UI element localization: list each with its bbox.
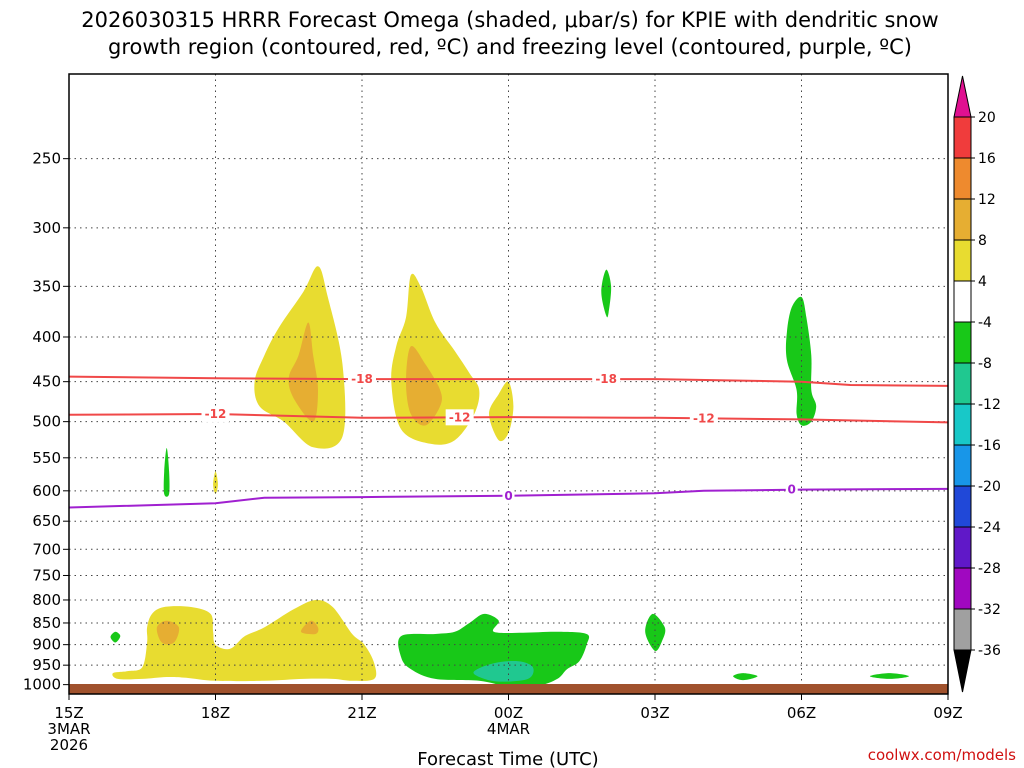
colorbar-label-12: -32 xyxy=(978,602,1001,618)
colorbar-label-13: -36 xyxy=(978,643,1001,659)
colorbar-bin-9 xyxy=(953,444,972,487)
contour-label-bg--18 xyxy=(592,371,621,388)
ytick-label-250: 250 xyxy=(32,150,61,168)
contour-label-0: 0 xyxy=(788,483,796,497)
xtick-label-9-0: 00Z xyxy=(494,704,523,722)
colorbar-bin-3 xyxy=(953,198,972,241)
x-axis-label: Forecast Time (UTC) xyxy=(417,749,598,768)
colorbar-label-10: -24 xyxy=(978,520,1001,536)
contour-label-bg-0 xyxy=(785,481,798,498)
ytick-label-600: 600 xyxy=(32,482,61,500)
contour-label--12: -12 xyxy=(449,410,471,424)
colorbar-label-11: -28 xyxy=(978,561,1001,577)
colorbar-bin-11 xyxy=(953,526,972,569)
omega-region-descent-1530Z-tiny xyxy=(110,631,121,643)
ytick-label-550: 550 xyxy=(32,449,61,467)
xtick-label-6-0: 21Z xyxy=(347,704,376,722)
pressure-axis: 250 300 350 400 450 500 550 600 650 700 750 800 850 9… xyxy=(23,150,69,694)
xtick-label-12-0: 03Z xyxy=(640,704,669,722)
colorbar-label-4: 4 xyxy=(978,274,987,290)
colorbar-label-3: 8 xyxy=(978,233,987,249)
ground-strip xyxy=(69,684,948,694)
colorbar-label-9: -20 xyxy=(978,479,1001,495)
omega-region-ascent-lower-core-2 xyxy=(300,620,319,635)
colorbar-bin-4 xyxy=(953,239,972,282)
colorbar: 20 16 12 8 4 -4 -8 -12 -16 -20 -24 -28 -32 -36 xyxy=(953,75,1001,693)
colorbar-bin-5 xyxy=(953,280,972,323)
omega-region-ascent-1700Z-tiny xyxy=(213,471,218,494)
ytick-label-300: 300 xyxy=(32,219,61,237)
contour-label-bg--12 xyxy=(689,410,718,427)
xtick-label-9-1: 4MAR xyxy=(487,720,530,738)
colorbar-bin-6 xyxy=(953,321,972,364)
omega-shading-layer xyxy=(110,266,909,687)
contour-label-bg--12 xyxy=(445,409,474,426)
xtick-label-0-2: 2026 xyxy=(50,736,88,754)
ytick-label-1000: 1000 xyxy=(23,676,61,694)
contour-label-0: 0 xyxy=(504,489,512,503)
omega-region-descent-00Z-lower xyxy=(398,613,590,687)
colorbar-bin-1 xyxy=(953,116,972,159)
colorbar-top-arrow xyxy=(953,75,972,118)
ytick-label-400: 400 xyxy=(32,328,61,346)
colorbar-label-2: 12 xyxy=(978,192,996,208)
omega-region-descent-0730Z-sfc xyxy=(869,673,909,679)
contour-label-bg-0 xyxy=(502,487,515,504)
colorbar-label-5: -4 xyxy=(978,315,992,331)
omega-region-ascent-1730Z-upper-core xyxy=(288,322,318,422)
chart-title-line2: growth region (contoured, red, ºC) and f… xyxy=(108,35,912,59)
ytick-label-450: 450 xyxy=(32,373,61,391)
colorbar-bottom-arrow xyxy=(953,649,972,693)
contour-label-bg--18 xyxy=(348,371,376,388)
xtick-label-0-0: 15Z xyxy=(54,704,83,722)
omega-region-descent-0200Z-upper xyxy=(601,269,612,318)
omega-region-ascent-lower-core-1 xyxy=(156,620,180,645)
omega-region-descent-1700Z-upper xyxy=(163,448,170,497)
ytick-label-750: 750 xyxy=(32,566,61,584)
omega-region-descent-0300Z-lower xyxy=(645,613,666,652)
omega-region-descent-0400Z-sfc xyxy=(733,673,758,681)
ytick-label-850: 850 xyxy=(32,614,61,632)
gridlines xyxy=(68,74,949,694)
colorbar-bin-7 xyxy=(953,362,972,405)
colorbar-bin-8 xyxy=(953,403,972,446)
ytick-label-650: 650 xyxy=(32,512,61,530)
ytick-label-800: 800 xyxy=(32,591,61,609)
omega-region-ascent-2130Z-upper-core xyxy=(406,346,442,426)
ytick-label-350: 350 xyxy=(32,277,61,295)
colorbar-bin-12 xyxy=(953,567,972,610)
omega-region-ascent-0030Z-small xyxy=(489,381,514,442)
contour-label--12: -12 xyxy=(693,411,715,425)
chart-title-line1: 2026030315 HRRR Forecast Omega (shaded, … xyxy=(81,8,938,32)
colorbar-label-1: 16 xyxy=(978,151,996,167)
contour-label--18: -18 xyxy=(351,372,373,386)
ytick-label-700: 700 xyxy=(32,540,61,558)
credit-link[interactable]: coolwx.com/models xyxy=(868,746,1016,764)
colorbar-bin-2 xyxy=(953,157,972,200)
contour-label--12: -12 xyxy=(205,407,227,421)
ytick-label-950: 950 xyxy=(32,656,61,674)
omega-region-descent-00Z-lower-core xyxy=(473,660,534,682)
ytick-label-900: 900 xyxy=(32,636,61,654)
xtick-label-15-0: 06Z xyxy=(787,704,816,722)
xtick-label-18-0: 09Z xyxy=(933,704,962,722)
colorbar-label-0: 20 xyxy=(978,110,996,126)
colorbar-bin-13 xyxy=(953,608,972,651)
xtick-label-3-0: 18Z xyxy=(201,704,230,722)
colorbar-label-7: -12 xyxy=(978,397,1001,413)
omega-region-ascent-lower-1630-2200 xyxy=(112,599,377,682)
contour-label-bg--12 xyxy=(201,405,230,422)
contour--18 xyxy=(69,375,948,387)
ytick-label-500: 500 xyxy=(32,413,61,431)
temperature-contours: -18 -18 -12 -12 -12 0 0 xyxy=(69,371,948,509)
colorbar-bin-10 xyxy=(953,485,972,528)
contour-label--18: -18 xyxy=(595,372,617,386)
xtick-label-0-1: 3MAR xyxy=(47,720,90,738)
colorbar-label-6: -8 xyxy=(978,356,992,372)
colorbar-label-8: -16 xyxy=(978,438,1001,454)
